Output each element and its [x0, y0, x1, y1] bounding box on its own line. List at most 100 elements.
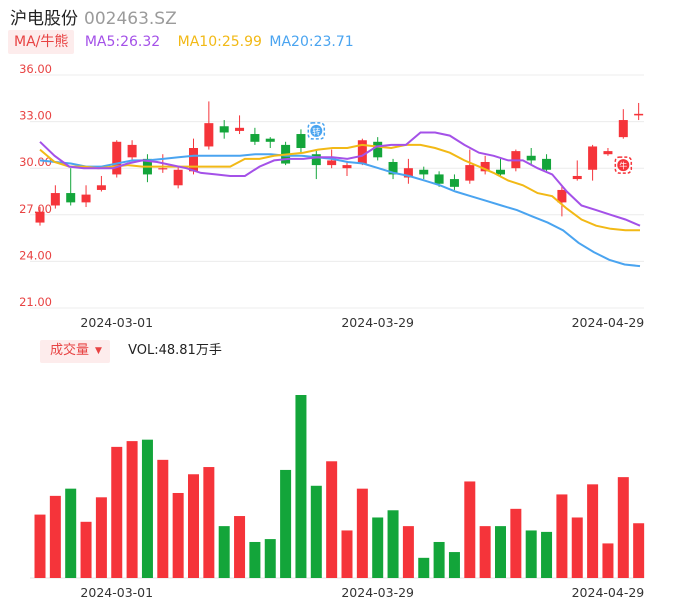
- volume-bar: [372, 517, 384, 578]
- volume-bar: [141, 439, 153, 578]
- candle-body: [235, 127, 245, 131]
- volume-bar: [188, 474, 199, 578]
- volume-bar: [587, 484, 599, 578]
- y-tick-label: 24.00: [19, 248, 52, 262]
- ma-legend: MA/牛熊 MA5:26.32 MA10:25.99 MA20:23.71: [8, 30, 354, 54]
- candle-body: [250, 134, 260, 142]
- x-tick-label: 2024-03-01: [80, 315, 153, 330]
- signal-marker-dot: [310, 124, 323, 137]
- volume-bar: [203, 467, 215, 578]
- ma20-value: MA20:23.71: [269, 34, 354, 50]
- candle-body: [66, 193, 76, 203]
- signal-marker: [614, 156, 633, 174]
- volume-bar: [264, 539, 276, 578]
- candle-body: [465, 165, 475, 181]
- candle-body: [603, 151, 613, 155]
- volume-bar: [157, 459, 169, 578]
- candle-body: [434, 174, 444, 184]
- volume-bar: [111, 446, 123, 578]
- candle-body: [634, 113, 644, 116]
- volume-bar: [295, 395, 307, 578]
- volume-bar: [571, 517, 583, 578]
- candle-body: [50, 193, 60, 206]
- volume-bar: [234, 516, 246, 578]
- ma10-value: MA10:25.99: [177, 34, 262, 50]
- x-tick-label: 2024-03-01: [80, 585, 153, 600]
- candle-body: [127, 144, 137, 158]
- signal-marker: [307, 122, 326, 140]
- x-tick-label: 2024-03-29: [341, 315, 414, 330]
- volume-bar: [402, 526, 414, 578]
- candle-body: [342, 165, 352, 169]
- candle-body: [189, 148, 198, 172]
- volume-bar: [65, 488, 77, 578]
- candle-body: [327, 160, 337, 166]
- candle-body: [81, 194, 91, 203]
- volume-bar: [525, 530, 537, 578]
- volume-bar: [356, 488, 368, 578]
- candle-body: [496, 169, 505, 175]
- volume-bar: [280, 469, 292, 578]
- candle-body: [296, 134, 306, 149]
- candle-body: [373, 141, 383, 158]
- stock-title: 沪电股份 002463.SZ: [10, 4, 177, 29]
- volume-button-label: 成交量: [50, 343, 90, 358]
- candle-body: [35, 211, 45, 223]
- stock-name: 沪电股份: [10, 9, 78, 29]
- ma20-line: [39, 153, 641, 268]
- caret-down-icon: ▼: [95, 346, 102, 356]
- y-tick-label: 33.00: [19, 109, 52, 123]
- candle-body: [388, 161, 398, 175]
- candle-body: [96, 185, 106, 190]
- volume-bar: [172, 492, 184, 578]
- candle-body: [173, 169, 183, 186]
- volume-bar: [387, 510, 399, 578]
- x-tick-label: 2024-03-29: [341, 585, 414, 600]
- volume-value: VOL:48.81万手: [128, 343, 222, 359]
- ma10-line: [39, 143, 640, 232]
- volume-bar: [464, 481, 476, 578]
- signal-marker-dot: [617, 159, 630, 172]
- candle-body: [480, 161, 490, 172]
- volume-bar: [633, 523, 645, 578]
- volume-legend: 成交量 ▼ VOL:48.81万手: [40, 340, 222, 363]
- volume-bar: [479, 526, 491, 578]
- candle-body: [618, 120, 628, 138]
- candle-body: [403, 168, 413, 178]
- candle-body: [588, 146, 598, 170]
- volume-bar: [49, 495, 61, 578]
- y-tick-label: 30.00: [19, 155, 52, 169]
- candle-body: [204, 123, 214, 147]
- volume-bar: [602, 543, 614, 578]
- candle-body: [419, 169, 429, 175]
- candle-body: [542, 158, 552, 170]
- candle-body: [526, 155, 536, 161]
- volume-bar: [80, 521, 92, 578]
- x-tick-label: 2024-04-29: [572, 315, 645, 330]
- volume-bar: [326, 461, 338, 578]
- volume-bar: [495, 526, 506, 578]
- candle-body: [219, 126, 229, 133]
- volume-bar: [448, 552, 460, 578]
- signal-marker-label: 牛: [619, 161, 627, 171]
- volume-bar: [126, 441, 138, 578]
- ma5-line: [39, 131, 641, 227]
- y-tick-label: 36.00: [19, 62, 52, 76]
- volume-bar: [433, 541, 445, 578]
- candle-body: [311, 154, 321, 166]
- x-tick-label: 2024-04-29: [572, 585, 645, 600]
- volume-indicator-button[interactable]: 成交量 ▼: [40, 340, 110, 363]
- ma-indicator-button[interactable]: MA/牛熊: [8, 30, 75, 54]
- candle-body: [158, 168, 168, 170]
- volume-bar: [249, 541, 261, 578]
- ma5-value: MA5:26.32: [84, 34, 161, 50]
- candle-body: [572, 175, 582, 180]
- volume-bar: [510, 508, 522, 578]
- volume-bar: [34, 514, 46, 578]
- candle-body: [557, 189, 567, 203]
- candle-body: [265, 138, 275, 142]
- volume-bar: [341, 530, 353, 578]
- volume-bar: [95, 497, 107, 578]
- volume-bar: [617, 477, 629, 578]
